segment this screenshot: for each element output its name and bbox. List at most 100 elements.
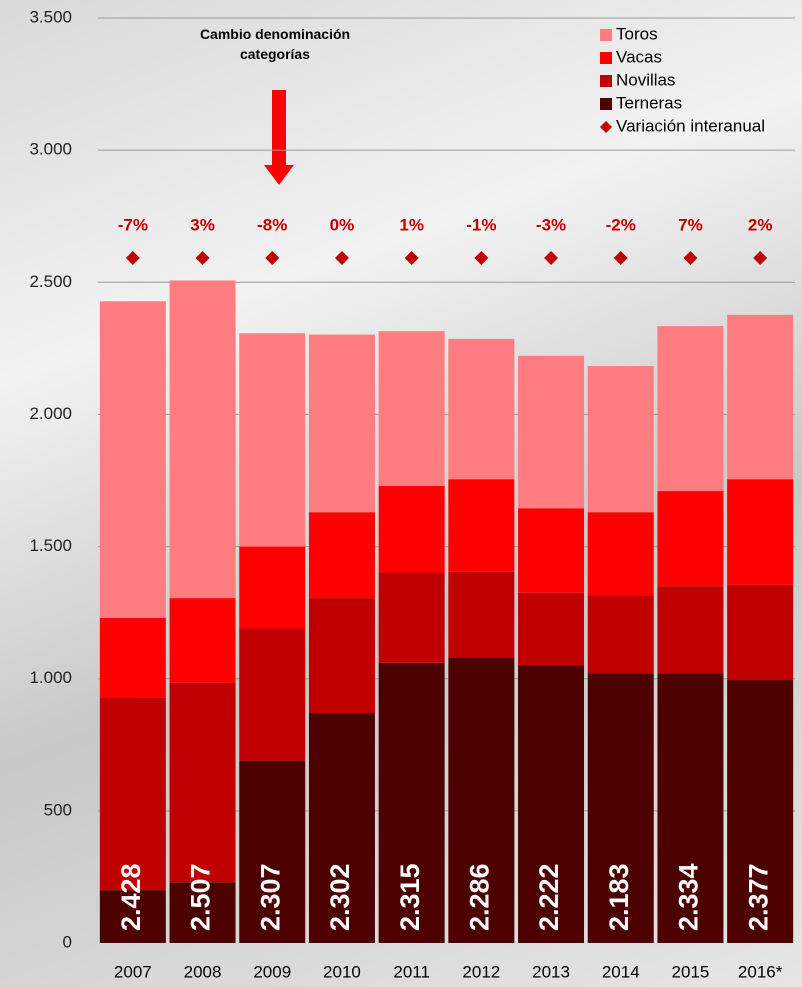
variation-label: -8% [257, 215, 287, 234]
bar-segment [657, 491, 724, 587]
legend-swatch [600, 52, 612, 64]
x-tick-label: 2012 [462, 962, 500, 981]
bar-segment [587, 595, 654, 674]
bar-segment [518, 355, 585, 509]
x-tick-label: 2011 [393, 962, 430, 981]
bar-segment [587, 512, 654, 596]
variation-label: -1% [466, 215, 496, 234]
bar-segment [727, 680, 794, 943]
y-tick-label: 500 [44, 800, 72, 819]
variation-label: 7% [678, 215, 703, 234]
total-label: 2.286 [464, 863, 494, 931]
bar-segment [169, 280, 236, 599]
bar-segment [169, 598, 236, 683]
legend-marker [600, 121, 612, 133]
variation-label: 2% [748, 215, 773, 234]
bar-segment [308, 713, 375, 943]
legend-label: Toros [616, 24, 658, 43]
y-tick-label: 0 [63, 932, 72, 951]
variation-marker [474, 251, 489, 265]
total-label: 2.507 [186, 863, 216, 931]
bar-segment [378, 331, 445, 486]
variation-marker [334, 251, 349, 265]
bar-segment [657, 326, 724, 492]
bar-segment [239, 760, 306, 943]
total-label: 2.315 [395, 863, 425, 931]
y-tick-label: 2.500 [29, 272, 72, 291]
bar-segment [239, 546, 306, 629]
variation-marker [753, 251, 768, 265]
total-label: 2.334 [674, 863, 704, 931]
variation-marker [195, 251, 210, 265]
bar-segment [518, 508, 585, 593]
variation-marker [265, 251, 280, 265]
variation-label: -2% [606, 215, 636, 234]
x-tick-label: 2010 [323, 962, 361, 981]
total-label: 2.377 [743, 863, 773, 931]
bar-segment [169, 682, 236, 883]
bar-segment [587, 366, 654, 513]
bar-segment [657, 673, 724, 943]
y-tick-label: 1.500 [29, 536, 72, 555]
bar-segment [448, 571, 515, 658]
total-label: 2.302 [325, 863, 355, 931]
legend-label: Novillas [616, 70, 676, 89]
variation-label: 3% [190, 215, 215, 234]
variation-marker [683, 251, 698, 265]
y-tick-label: 3.000 [29, 140, 72, 159]
bar-segment [518, 592, 585, 666]
x-tick-label: 2008 [184, 962, 222, 981]
variation-marker [125, 251, 140, 265]
legend-swatch [600, 75, 612, 87]
total-label: 2.222 [534, 863, 564, 931]
y-tick-label: 1.000 [29, 668, 72, 687]
bar-segment [378, 662, 445, 943]
bar-segment [99, 697, 166, 891]
bar-segment [378, 573, 445, 663]
y-tick-label: 2.000 [29, 404, 72, 423]
bar-segment [169, 882, 236, 943]
x-tick-label: 2013 [532, 962, 570, 981]
arrow [264, 90, 294, 185]
bar-segment [239, 628, 306, 761]
variation-label: -7% [118, 215, 148, 234]
bar-segment [448, 338, 515, 480]
bar-segment [448, 657, 515, 943]
bar-segment [587, 673, 654, 943]
annotation: Cambio denominación categorías [199, 26, 351, 62]
variation-marker [404, 251, 419, 265]
bar-segment [448, 479, 515, 572]
bar-segment [727, 479, 794, 585]
bar-segment [99, 301, 166, 618]
legend-swatch [600, 29, 612, 41]
bar-segment [727, 584, 794, 681]
bar-segment [727, 314, 794, 480]
x-tick-label: 2009 [253, 962, 291, 981]
bar-segment [378, 485, 445, 573]
total-label: 2.183 [604, 863, 634, 931]
bar-segment [518, 665, 585, 943]
bar-segment [308, 598, 375, 714]
x-tick-label: 2016* [738, 962, 783, 981]
variation-marker [544, 251, 559, 265]
variation-label: -3% [536, 215, 566, 234]
bar-segment [99, 617, 166, 698]
y-tick-label: 3.500 [29, 7, 72, 26]
x-tick-label: 2007 [114, 962, 152, 981]
bar-segment [99, 890, 166, 943]
legend-label: Terneras [616, 93, 682, 112]
x-tick-label: 2015 [672, 962, 710, 981]
legend-label: Vacas [616, 47, 662, 66]
legend-swatch [600, 98, 612, 110]
bar-segment [657, 586, 724, 674]
variation-marker [613, 251, 628, 265]
legend-label: Variación interanual [616, 116, 765, 135]
x-tick-label: 2014 [602, 962, 640, 981]
total-label: 2.307 [255, 863, 285, 931]
bar-segment [239, 333, 306, 547]
bar-segment [308, 334, 375, 513]
variation-label: 0% [330, 215, 355, 234]
total-label: 2.428 [116, 863, 146, 931]
